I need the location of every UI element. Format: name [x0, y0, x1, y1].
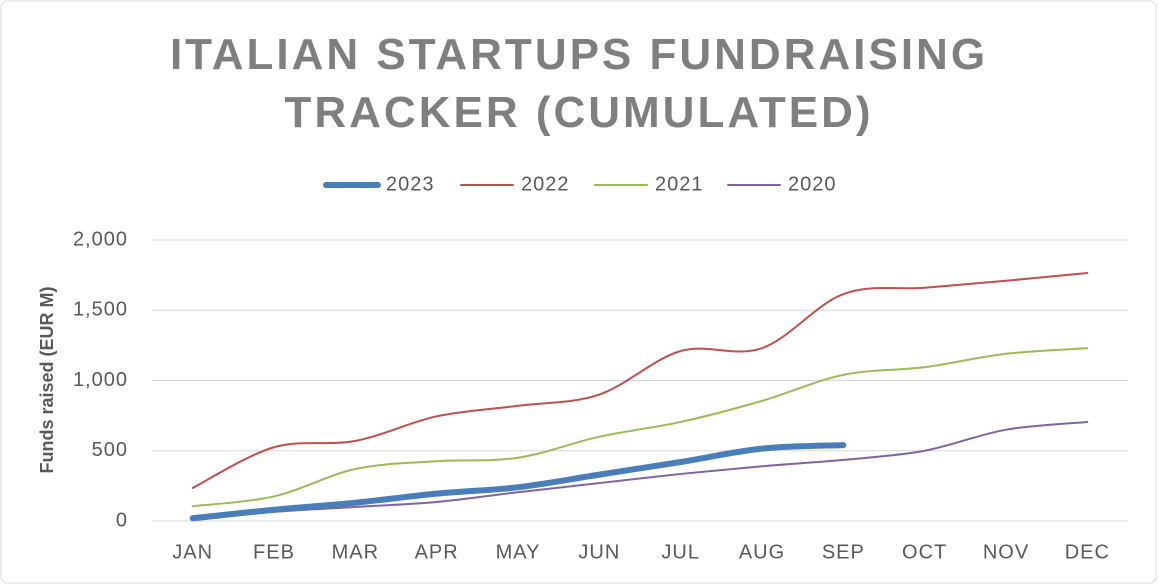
x-tick-label: DEC: [1065, 541, 1110, 563]
y-tick-label: 1,500: [73, 299, 128, 321]
x-tick-label: JAN: [172, 541, 213, 563]
x-tick-label: FEB: [253, 541, 295, 563]
line-series: [191, 272, 1089, 489]
line-series: [191, 420, 1089, 522]
chart-title: ITALIAN STARTUPS FUNDRAISING TRACKER (CU…: [169, 30, 989, 137]
y-tick-label: 1,000: [73, 369, 128, 391]
x-tick-label: APR: [415, 541, 459, 563]
x-tick-label: NOV: [983, 541, 1029, 563]
line-series: [191, 347, 1089, 508]
y-tick-label: 500: [92, 439, 128, 461]
x-tick-label: MAY: [496, 541, 541, 563]
x-tick-label: JUL: [661, 541, 700, 563]
legend-label: 2021: [655, 173, 704, 195]
x-tick-label: OCT: [902, 541, 947, 563]
x-tick-label: MAR: [332, 541, 379, 563]
legend-label: 2020: [788, 173, 837, 195]
x-tick-label: SEP: [822, 541, 865, 563]
x-tick-label: JUN: [578, 541, 620, 563]
y-tick-label: 2,000: [73, 228, 128, 250]
y-axis-label: Funds raised (EUR M): [37, 286, 57, 473]
legend-label: 2023: [386, 173, 435, 195]
line-series: [189, 442, 847, 522]
x-tick-label: AUG: [739, 541, 785, 563]
legend-label: 2022: [521, 173, 570, 195]
y-tick-label: 0: [116, 509, 128, 531]
